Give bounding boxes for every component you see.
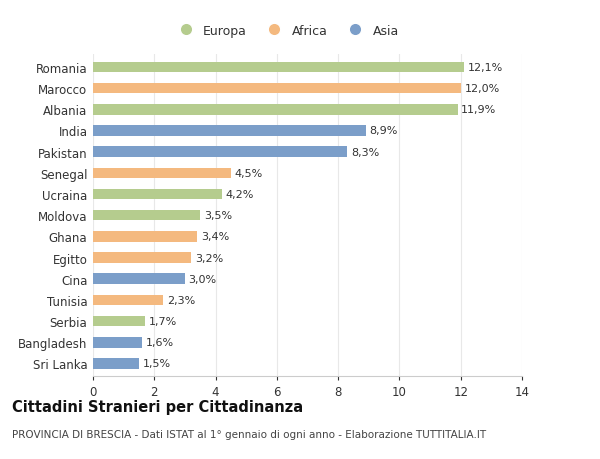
Bar: [93, 210, 200, 221]
Text: 4,5%: 4,5%: [235, 168, 263, 179]
Text: Cittadini Stranieri per Cittadinanza: Cittadini Stranieri per Cittadinanza: [12, 399, 303, 414]
Bar: [93, 253, 191, 263]
Text: 12,0%: 12,0%: [464, 84, 500, 94]
Bar: [93, 358, 139, 369]
Text: 1,5%: 1,5%: [143, 358, 171, 369]
Text: 2,3%: 2,3%: [167, 295, 196, 305]
Bar: [93, 84, 461, 94]
Bar: [93, 337, 142, 348]
Text: 3,0%: 3,0%: [188, 274, 217, 284]
Bar: [93, 126, 366, 136]
Bar: [93, 189, 222, 200]
Text: 11,9%: 11,9%: [461, 105, 497, 115]
Text: 8,9%: 8,9%: [370, 126, 398, 136]
Text: 3,2%: 3,2%: [195, 253, 223, 263]
Bar: [93, 168, 231, 179]
Bar: [93, 105, 458, 115]
Bar: [93, 274, 185, 285]
Bar: [93, 62, 464, 73]
Text: PROVINCIA DI BRESCIA - Dati ISTAT al 1° gennaio di ogni anno - Elaborazione TUTT: PROVINCIA DI BRESCIA - Dati ISTAT al 1° …: [12, 429, 486, 439]
Text: 1,6%: 1,6%: [146, 337, 174, 347]
Text: 12,1%: 12,1%: [467, 63, 503, 73]
Text: 1,7%: 1,7%: [149, 316, 177, 326]
Bar: [93, 232, 197, 242]
Bar: [93, 147, 347, 157]
Text: 3,5%: 3,5%: [204, 211, 232, 221]
Legend: Europa, Africa, Asia: Europa, Africa, Asia: [168, 20, 404, 43]
Text: 3,4%: 3,4%: [201, 232, 229, 242]
Bar: [93, 316, 145, 327]
Text: 4,2%: 4,2%: [226, 190, 254, 200]
Bar: [93, 295, 163, 306]
Text: 8,3%: 8,3%: [351, 147, 379, 157]
